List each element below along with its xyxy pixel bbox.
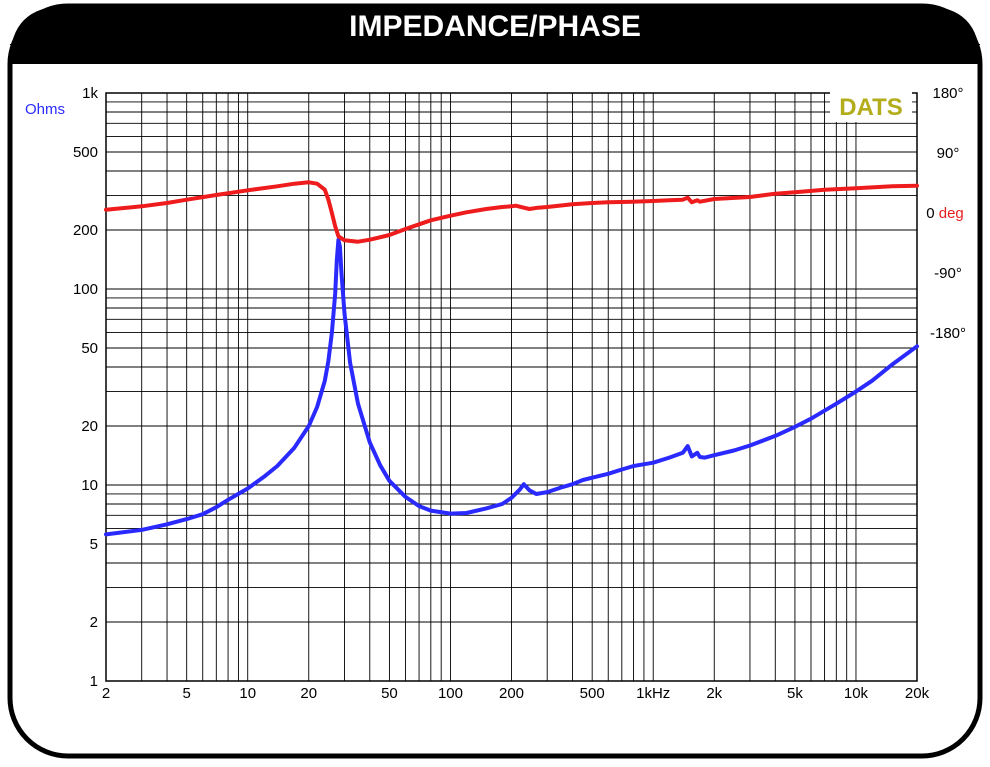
- x-tick-label: 2: [102, 685, 110, 702]
- title-band-fill: [10, 44, 980, 45]
- series-layer: [104, 180, 919, 537]
- y-tick-label: 10: [81, 477, 98, 494]
- deg-unit-label: deg: [939, 205, 964, 222]
- deg-tick-label: 180°: [932, 85, 963, 102]
- plot-border: [105, 92, 918, 682]
- x-tick-label: 10k: [844, 685, 869, 702]
- x-tick-label: 2k: [706, 685, 722, 702]
- chart-title: IMPEDANCE/PHASE: [349, 10, 641, 43]
- x-tick-label: 1kHz: [636, 685, 670, 702]
- impedance-curve: [104, 237, 919, 537]
- y-axis-label: Ohms: [25, 101, 65, 118]
- x-axis: 2 5 10 20 50 100 200 500 1kHz 2k 5k 10k 20k: [102, 685, 930, 702]
- brand-badge: [830, 92, 912, 122]
- y-tick-label: 200: [73, 222, 98, 239]
- deg-tick-label: 90°: [937, 145, 960, 162]
- deg-tick-label: -90°: [934, 265, 962, 282]
- deg-tick-label: -180°: [930, 325, 966, 342]
- x-tick-label: 5: [183, 685, 191, 702]
- x-tick-label: 500: [580, 685, 605, 702]
- y-axis-right: 180° 90° 0 deg -90° -180°: [926, 85, 966, 342]
- x-tick-label: 20: [300, 685, 317, 702]
- grid: [106, 93, 917, 681]
- x-tick-label: 50: [381, 685, 398, 702]
- x-tick-label: 5k: [787, 685, 803, 702]
- phase-curve: [104, 180, 919, 244]
- y-axis-left: 1 2 5 10 20 50 100 200 500 1k: [73, 85, 99, 690]
- deg-tick-label: 0 deg: [926, 205, 964, 222]
- y-tick-label: 5: [90, 536, 98, 553]
- x-tick-label: 20k: [905, 685, 930, 702]
- x-tick-label: 10: [239, 685, 256, 702]
- y-tick-label: 1: [90, 673, 98, 690]
- y-tick-label: 20: [81, 418, 98, 435]
- y-tick-label: 2: [90, 614, 98, 631]
- x-tick-label: 100: [438, 685, 463, 702]
- brand-label: DATS: [839, 94, 903, 121]
- y-tick-label: 100: [73, 281, 98, 298]
- y-tick-label: 500: [73, 144, 98, 161]
- title-band: [10, 6, 980, 64]
- y-tick-label: 50: [81, 340, 98, 357]
- x-tick-label: 200: [499, 685, 524, 702]
- y-tick-label: 1k: [82, 85, 98, 102]
